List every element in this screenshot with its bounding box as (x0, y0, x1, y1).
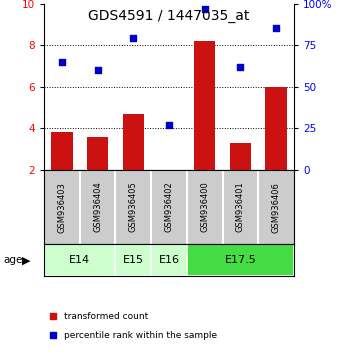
Bar (151, 244, 187, 276)
Point (166, 122, 172, 128)
Text: age: age (3, 255, 23, 265)
Text: E16: E16 (159, 255, 179, 265)
Point (273, 26, 279, 32)
Bar (187, 244, 294, 276)
Text: GSM936406: GSM936406 (272, 182, 281, 233)
Bar (87, 137, 108, 170)
Text: percentile rank within the sample: percentile rank within the sample (64, 331, 217, 339)
Bar (51, 132, 73, 170)
Text: transformed count: transformed count (64, 312, 148, 321)
Point (50, 314, 55, 319)
Point (202, 6, 208, 11)
Text: GSM936403: GSM936403 (57, 182, 66, 233)
Text: ▶: ▶ (22, 255, 30, 265)
Text: GSM936405: GSM936405 (129, 182, 138, 233)
Bar (194, 41, 215, 170)
Text: GSM936401: GSM936401 (236, 182, 245, 233)
Text: GSM936402: GSM936402 (165, 182, 173, 233)
Point (59, 59, 65, 65)
Bar (44, 244, 115, 276)
Bar (265, 87, 287, 170)
Point (50, 332, 55, 338)
Text: E14: E14 (69, 255, 90, 265)
Point (130, 36, 136, 41)
Point (95, 67, 100, 73)
Text: GSM936404: GSM936404 (93, 182, 102, 233)
Text: GSM936400: GSM936400 (200, 182, 209, 233)
Bar (115, 244, 151, 276)
Bar (123, 114, 144, 170)
Text: E15: E15 (123, 255, 144, 265)
Bar (230, 143, 251, 170)
Text: GDS4591 / 1447035_at: GDS4591 / 1447035_at (88, 9, 250, 23)
Text: E17.5: E17.5 (224, 255, 256, 265)
Point (238, 64, 243, 70)
